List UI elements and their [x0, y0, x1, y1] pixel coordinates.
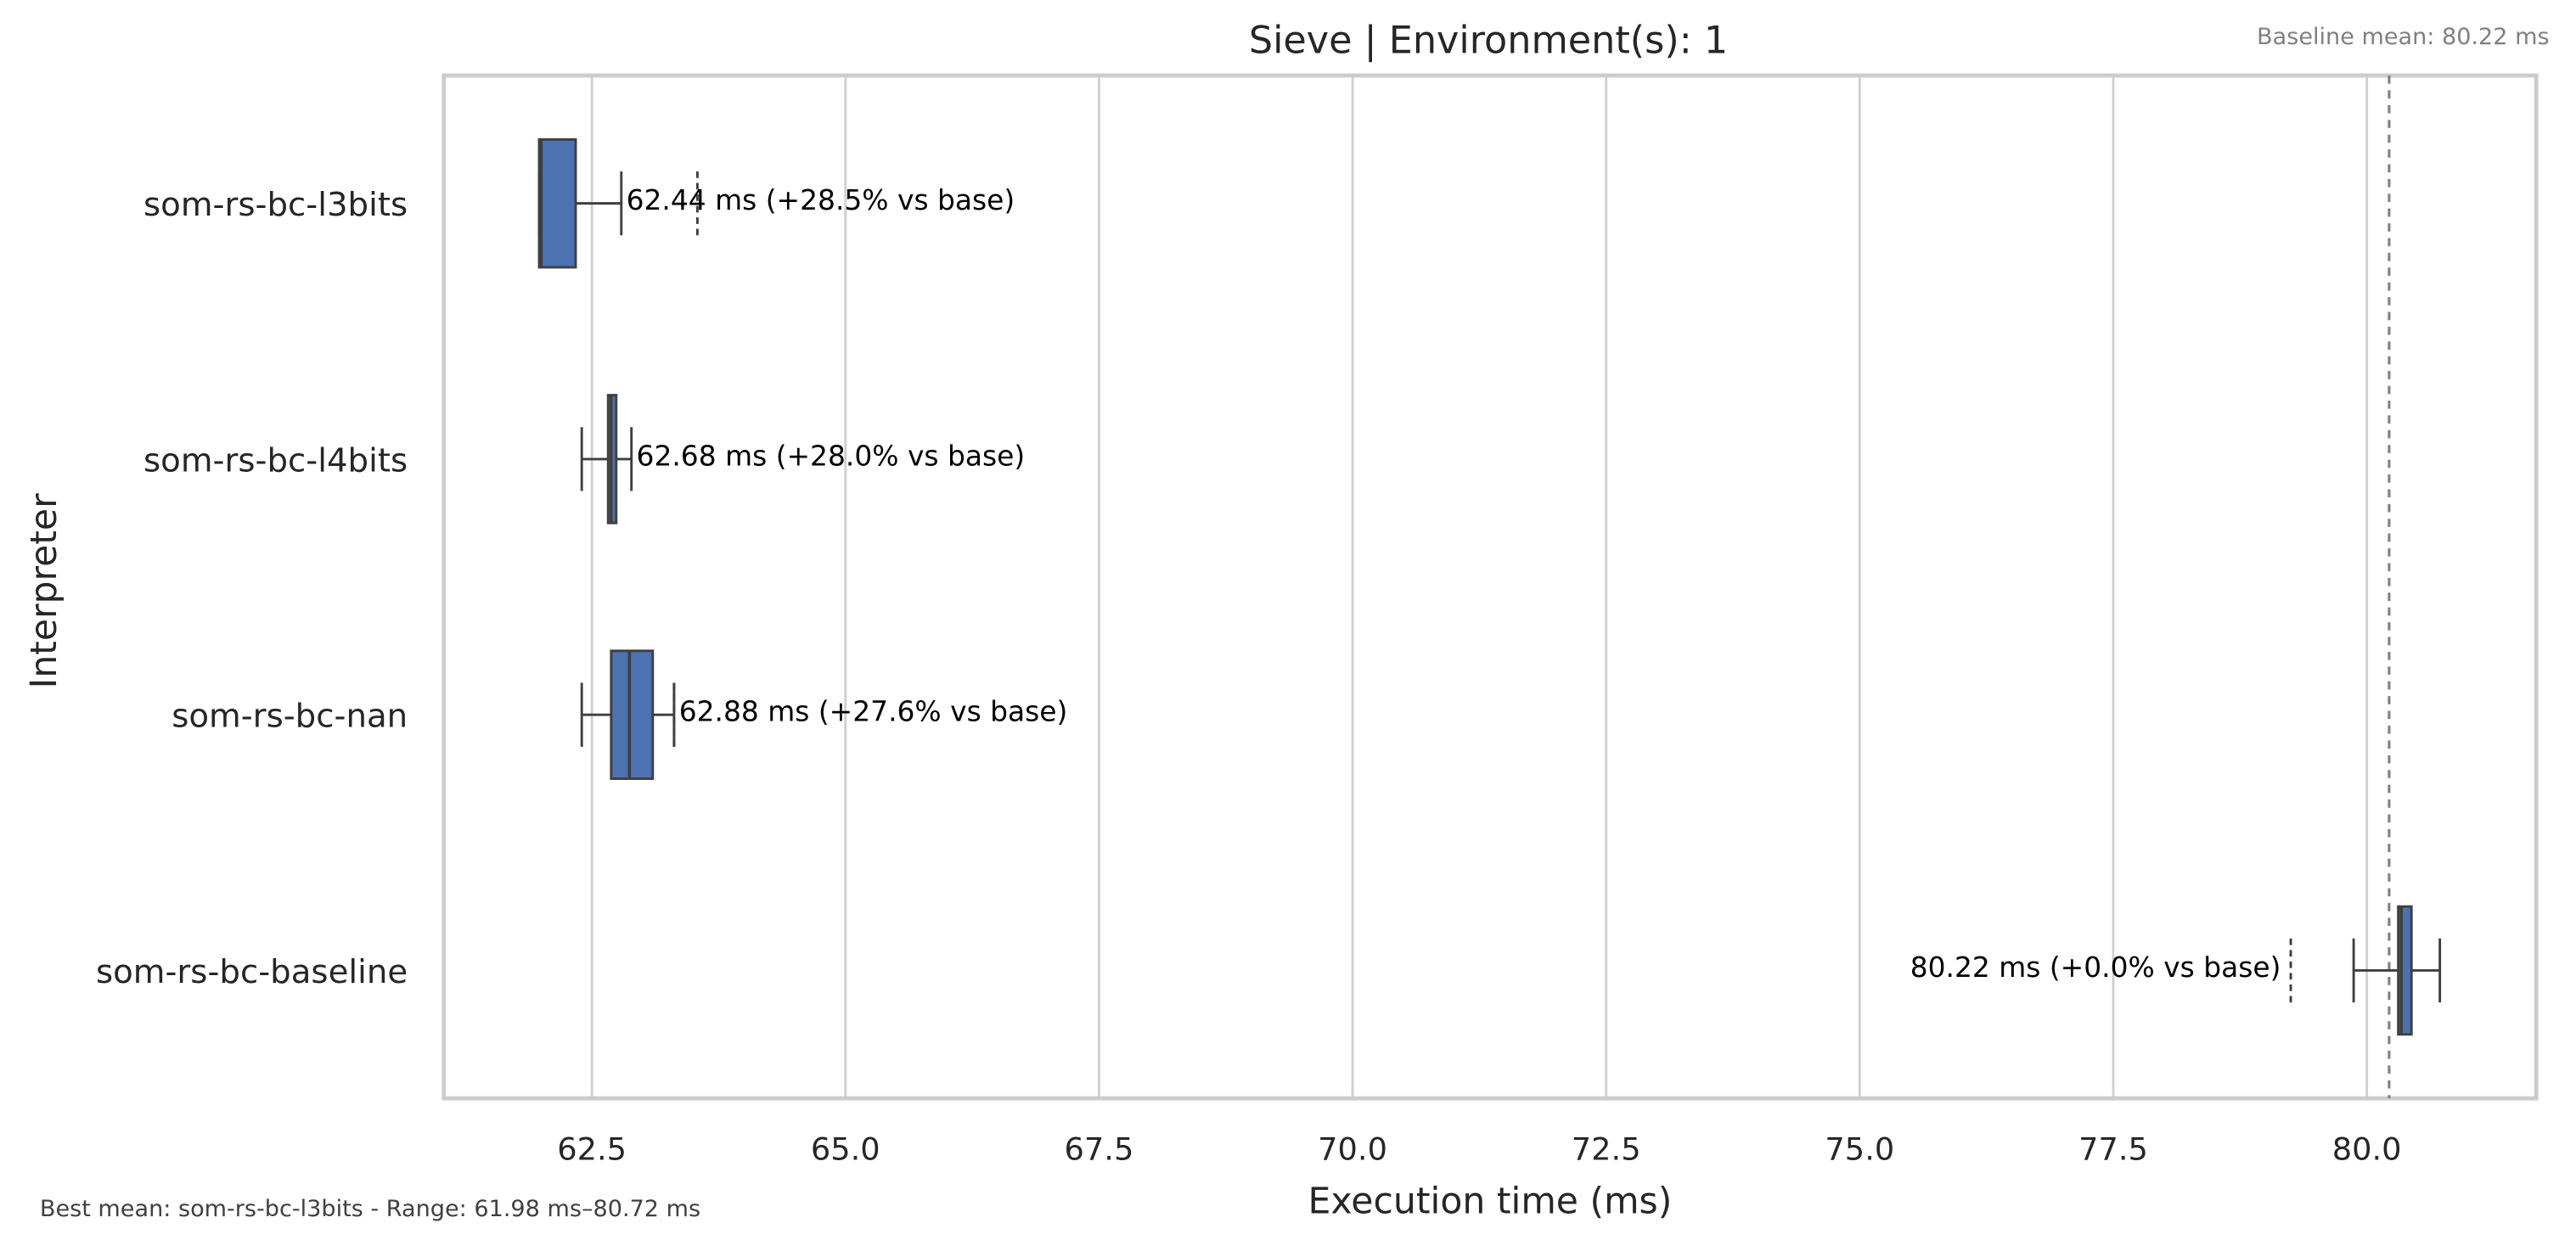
box [610, 649, 655, 780]
x-tick-label: 72.5 [1572, 1131, 1641, 1168]
x-tick-label: 77.5 [2078, 1131, 2148, 1168]
x-tick-label: 67.5 [1065, 1131, 1134, 1168]
value-label: 62.44 ms (+28.5% vs base) [627, 183, 1015, 216]
value-label: 80.22 ms (+0.0% vs base) [1910, 951, 2281, 984]
x-tick-label: 65.0 [811, 1131, 880, 1168]
box [537, 137, 577, 269]
value-label: 62.88 ms (+27.6% vs base) [679, 695, 1068, 728]
y-tick-label: som-rs-bc-l4bits [143, 441, 408, 480]
y-axis-label: Interpreter [24, 493, 65, 688]
x-tick-label: 70.0 [1318, 1131, 1387, 1168]
baseline-annotation: Baseline mean: 80.22 ms [2257, 24, 2550, 50]
x-tick-label: 62.5 [557, 1131, 627, 1168]
y-tick-label: som-rs-bc-l3bits [143, 186, 408, 224]
chart-title: Sieve | Environment(s): 1 [1249, 19, 1728, 62]
y-tick-label: som-rs-bc-nan [172, 698, 408, 736]
x-tick-label: 80.0 [2332, 1131, 2402, 1168]
plot-frame [442, 73, 2539, 1101]
x-tick-label: 75.0 [1825, 1131, 1894, 1168]
x-axis-label: Execution time (ms) [1308, 1181, 1673, 1222]
footer-note: Best mean: som-rs-bc-l3bits - Range: 61.… [40, 1196, 700, 1222]
y-tick-label: som-rs-bc-baseline [96, 953, 408, 991]
value-label: 62.68 ms (+28.0% vs base) [637, 439, 1026, 472]
